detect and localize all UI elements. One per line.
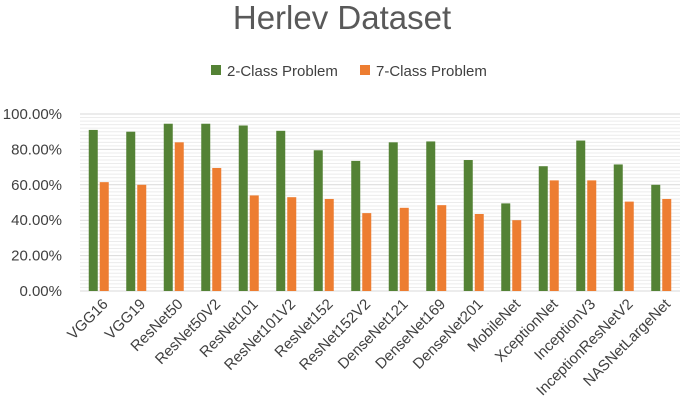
bar-2-class-xceptionnet [538, 166, 548, 291]
bar-2-class-densenet121 [388, 142, 398, 291]
bar-7-class-resnet101v2 [287, 197, 297, 291]
bar-7-class-resnet101 [249, 195, 259, 291]
bar-7-class-vgg16 [99, 182, 109, 291]
legend: 2-Class Problem 7-Class Problem [211, 63, 487, 80]
bar-7-class-resnet152 [324, 198, 334, 291]
bar-7-class-mobilenet [512, 220, 522, 291]
bar-2-class-resnet50 [163, 123, 173, 291]
bar-2-class-resnet101 [238, 125, 248, 291]
legend-swatch-2-class [211, 65, 221, 75]
y-tick-label: 100.00% [3, 106, 62, 123]
y-tick-label: 0.00% [19, 283, 62, 300]
x-tick-label: VGG16 [64, 296, 111, 343]
y-tick-label: 20.00% [11, 248, 62, 265]
x-axis: VGG16VGG19ResNet50ResNet50V2ResNet101Res… [64, 295, 674, 399]
bars [88, 123, 672, 291]
legend-label-2-class: 2-Class Problem [227, 63, 338, 80]
bar-2-class-inceptionv3 [576, 140, 586, 291]
bar-7-class-resnet50v2 [212, 167, 222, 291]
y-tick-label: 60.00% [11, 177, 62, 194]
bar-2-class-resnet50v2 [201, 123, 211, 291]
bar-7-class-inceptionv3 [587, 180, 597, 291]
y-tick-label: 40.00% [11, 212, 62, 229]
bar-2-class-densenet201 [463, 160, 473, 291]
bar-2-class-nasnetlargenet [651, 184, 661, 291]
bar-2-class-resnet152v2 [351, 160, 361, 291]
bar-2-class-resnet101v2 [276, 130, 286, 291]
legend-label-7-class: 7-Class Problem [376, 63, 487, 80]
bar-7-class-inceptionresnetv2 [624, 201, 634, 291]
bar-7-class-xceptionnet [549, 180, 559, 291]
bar-2-class-resnet152 [313, 150, 323, 291]
bar-7-class-densenet169 [437, 205, 447, 291]
bar-7-class-vgg19 [137, 184, 147, 291]
bar-7-class-densenet201 [474, 214, 484, 291]
bar-7-class-resnet50 [174, 142, 184, 291]
bar-2-class-vgg19 [126, 131, 136, 291]
bar-2-class-inceptionresnetv2 [613, 164, 623, 291]
bar-7-class-resnet152v2 [362, 213, 372, 291]
bar-7-class-nasnetlargenet [662, 198, 672, 291]
bar-2-class-mobilenet [501, 203, 511, 291]
bar-2-class-densenet169 [426, 141, 436, 291]
y-tick-label: 80.00% [11, 141, 62, 158]
chart-title: Herlev Dataset [233, 0, 451, 36]
bar-7-class-densenet121 [399, 207, 409, 291]
y-axis: 0.00% 20.00% 40.00% 60.00% 80.00% 100.00% [3, 106, 62, 300]
bar-2-class-vgg16 [88, 129, 98, 291]
legend-swatch-7-class [360, 65, 370, 75]
